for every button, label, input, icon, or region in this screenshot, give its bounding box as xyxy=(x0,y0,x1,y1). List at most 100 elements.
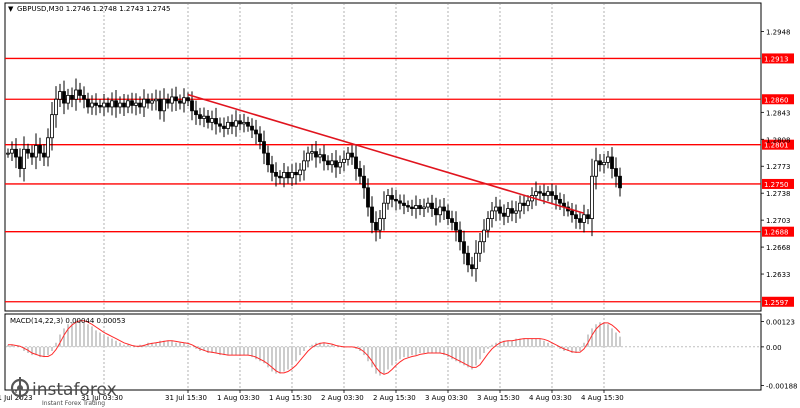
candle-body xyxy=(10,148,14,154)
candle-body xyxy=(598,160,602,166)
price-candles xyxy=(6,78,622,282)
candle-body xyxy=(322,154,326,162)
candle-body xyxy=(294,171,298,176)
level-label-box xyxy=(762,94,794,105)
candle-body xyxy=(230,121,234,127)
candle-body xyxy=(554,195,558,200)
level-label-box xyxy=(762,178,794,189)
candle-body xyxy=(538,191,542,194)
candle-body xyxy=(454,222,458,231)
candle-body xyxy=(138,102,142,108)
candle-body xyxy=(258,133,262,142)
candle-body xyxy=(246,121,250,127)
instaforex-logo: instaforex Instant Forex Trading xyxy=(10,377,117,407)
candle-body xyxy=(450,218,454,223)
horizontal-levels: 1.2913 1.2860 1.2801 1.2750 1.2688 1.2597 xyxy=(5,53,794,307)
candle-body xyxy=(426,202,430,208)
candle-body xyxy=(30,152,34,158)
logo-brand: instaforex xyxy=(32,380,117,400)
candle-body xyxy=(386,195,390,204)
grid-lines xyxy=(5,3,761,390)
candle-body xyxy=(274,171,278,177)
candle-body xyxy=(190,100,194,112)
candle-body xyxy=(110,100,114,108)
candle-body xyxy=(142,98,146,108)
candle-body xyxy=(466,252,470,266)
candle-body xyxy=(298,169,302,176)
candle-body xyxy=(266,152,270,166)
candle-body xyxy=(574,214,578,219)
candle-body xyxy=(418,205,422,209)
candle-body xyxy=(18,156,22,169)
candle-body xyxy=(162,98,166,112)
candle-body xyxy=(438,206,442,216)
candle-body xyxy=(222,125,226,129)
candle-body xyxy=(310,151,314,154)
main-panel-frame xyxy=(4,2,762,312)
candle-body xyxy=(578,218,582,223)
candle-body xyxy=(430,202,434,209)
candle-body xyxy=(270,164,274,173)
candle-body xyxy=(94,102,98,106)
level-label-box xyxy=(762,296,794,307)
level-label: 1.2801 xyxy=(764,142,789,150)
candle-body xyxy=(26,148,30,154)
price-tick-label: 1.2703 xyxy=(766,217,791,225)
time-tick-label: 1 Aug 03:30 xyxy=(217,394,260,402)
time-tick-label: 3 Aug 03:30 xyxy=(425,394,468,402)
candle-body xyxy=(470,264,474,270)
candle-body xyxy=(354,156,358,169)
candle-body xyxy=(126,100,130,108)
candle-body xyxy=(226,121,230,129)
candle-body xyxy=(534,191,538,196)
candle-body xyxy=(202,115,206,119)
candle-body xyxy=(462,241,466,254)
candle-body xyxy=(178,100,182,104)
candle-body xyxy=(250,125,254,131)
candle-body xyxy=(570,210,574,216)
candle-body xyxy=(358,168,362,177)
candle-body xyxy=(182,97,186,104)
candle-body xyxy=(518,202,522,212)
candle-body xyxy=(106,102,110,108)
macd-tick-label: 0.00 xyxy=(766,344,782,352)
candle-body xyxy=(542,192,546,196)
candle-body xyxy=(82,95,86,100)
candle-body xyxy=(478,241,482,254)
candle-body xyxy=(166,98,170,104)
candle-body xyxy=(34,145,38,158)
candle-body xyxy=(186,97,190,102)
candle-body xyxy=(410,206,414,209)
price-tick-label: 1.2668 xyxy=(766,244,791,252)
price-axis: 1.2948 1.2843 1.2808 1.2773 1.2738 1.2703 1.26… xyxy=(761,28,791,279)
level-label: 1.2860 xyxy=(764,96,789,104)
candle-body xyxy=(614,168,618,177)
price-tick-label: 1.2633 xyxy=(766,271,791,279)
candle-body xyxy=(370,206,374,223)
candle-body xyxy=(210,118,214,123)
candle-body xyxy=(214,118,218,125)
candle-body xyxy=(150,100,154,104)
macd-signal-line xyxy=(8,320,621,375)
candle-body xyxy=(406,205,410,208)
candle-body xyxy=(6,152,10,155)
candle-body xyxy=(134,102,138,106)
candle-body xyxy=(546,191,550,196)
macd-label: MACD(14,22,3) 0.00044 0.00053 xyxy=(10,317,126,325)
collapse-arrow-icon[interactable]: ▼ xyxy=(8,5,14,13)
candle-body xyxy=(54,98,58,116)
candle-body xyxy=(14,148,18,158)
trendline xyxy=(187,93,585,214)
candle-body xyxy=(194,110,198,116)
candle-body xyxy=(486,218,490,231)
candle-body xyxy=(118,102,122,108)
price-tick-label: 1.2843 xyxy=(766,109,791,117)
time-axis: 31 Jul 2023 31 Jul 03:30 31 Jul 15:30 1 Aug… xyxy=(0,390,624,402)
candle-body xyxy=(254,129,258,135)
level-label: 1.2913 xyxy=(764,55,789,63)
candle-body xyxy=(318,154,322,158)
candle-body xyxy=(42,152,46,158)
candle-body xyxy=(522,202,526,206)
